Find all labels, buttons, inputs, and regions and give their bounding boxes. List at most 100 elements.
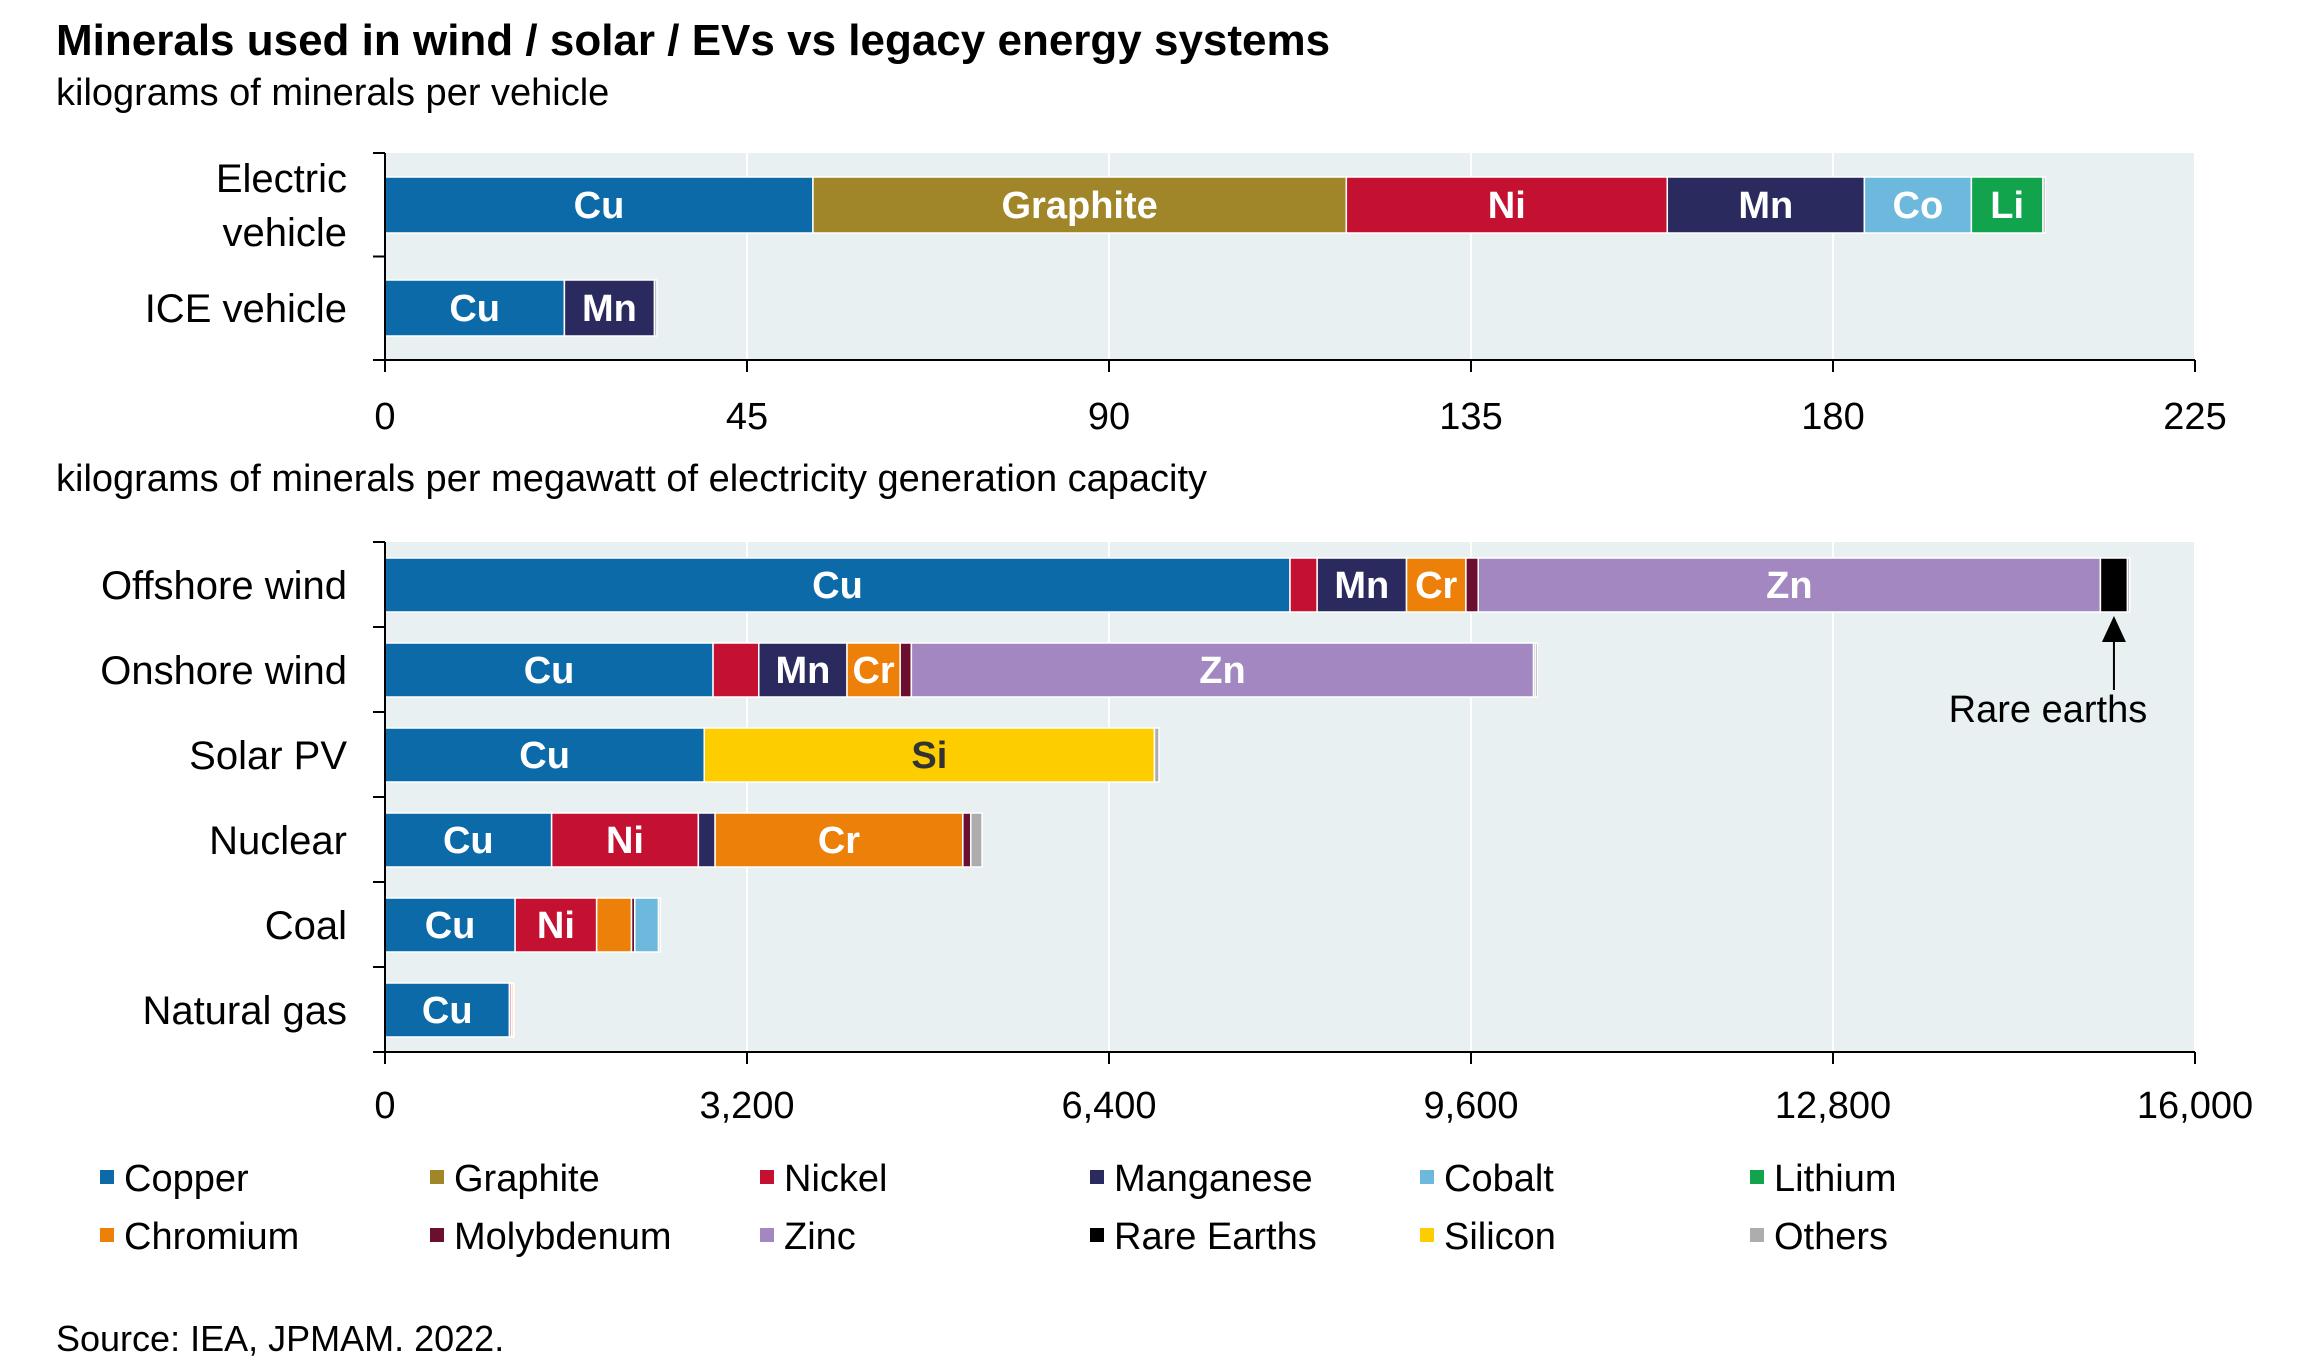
x-tick-label: 90 xyxy=(1088,396,1130,438)
bar-nuclear-chromium xyxy=(714,812,964,868)
bar-onshore-wind-nickel xyxy=(712,642,760,698)
bar-nuclear-manganese xyxy=(697,812,716,868)
legend-label: Rare Earths xyxy=(1114,1216,1317,1258)
bar-electric-vehicle-cobalt xyxy=(1863,176,1973,234)
legend-swatch xyxy=(430,1228,444,1242)
bar-solar-pv-others xyxy=(1153,727,1160,783)
category-label-electric-vehicle: Electric xyxy=(216,157,347,201)
bar-label-onshore-wind-copper: Cu xyxy=(524,650,575,692)
legend-label: Lithium xyxy=(1774,1158,1897,1200)
x-tick-label: 0 xyxy=(374,1085,395,1127)
bar-solar-pv-silicon xyxy=(703,727,1156,783)
legend-label: Zinc xyxy=(784,1216,856,1258)
x-tick-label: 0 xyxy=(374,396,395,438)
legend-label: Nickel xyxy=(784,1158,888,1200)
x-tick-label: 180 xyxy=(1801,396,1864,438)
legend-label: Silicon xyxy=(1444,1216,1556,1258)
bar-label-electric-vehicle-lithium: Li xyxy=(1990,185,2024,227)
x-tick-label: 3,200 xyxy=(699,1085,794,1127)
bar-onshore-wind-copper xyxy=(384,642,714,698)
category-label-natural-gas: Natural gas xyxy=(142,989,347,1033)
bar-label-electric-vehicle-copper: Cu xyxy=(574,185,625,227)
legend-swatch xyxy=(1090,1170,1104,1184)
bar-coal-cobalt xyxy=(634,897,660,953)
bar-label-nuclear-copper: Cu xyxy=(443,820,494,862)
x-tick-label: 225 xyxy=(2163,396,2226,438)
bar-label-onshore-wind-manganese: Mn xyxy=(775,650,830,692)
bar-label-onshore-wind-zinc: Zn xyxy=(1199,650,1245,692)
category-label-nuclear: Nuclear xyxy=(209,819,347,863)
legend-label: Cobalt xyxy=(1444,1158,1554,1200)
bar-onshore-wind-others xyxy=(1534,642,1539,698)
bar-electric-vehicle-graphite xyxy=(812,176,1348,234)
legend-swatch xyxy=(760,1228,774,1242)
legend-label: Graphite xyxy=(454,1158,600,1200)
bar-label-onshore-wind-chromium: Cr xyxy=(852,650,894,692)
bar-offshore-wind-others xyxy=(2126,557,2131,613)
bar-onshore-wind-molybdenum xyxy=(899,642,913,698)
x-tick-label: 6,400 xyxy=(1061,1085,1156,1127)
legend-swatch xyxy=(1750,1228,1764,1242)
bar-offshore-wind-manganese xyxy=(1316,557,1408,613)
source-note: Source: IEA, JPMAM. 2022. xyxy=(56,1318,505,1359)
legend-label: Molybdenum xyxy=(454,1216,672,1258)
bar-offshore-wind-nickel xyxy=(1289,557,1318,613)
bar-label-electric-vehicle-graphite: Graphite xyxy=(1002,185,1158,227)
bar-offshore-wind-molybdenum xyxy=(1465,557,1479,613)
bar-label-coal-copper: Cu xyxy=(425,905,476,947)
bar-natural-gas-copper xyxy=(384,982,511,1038)
chart-vehicles: Cu Graphite Ni Mn Co Li Cu Mn 0 45 90 135 180 225 Elec… xyxy=(145,152,2227,438)
chart-title: Minerals used in wind / solar / EVs vs l… xyxy=(56,16,1331,65)
annotation-arrow-head xyxy=(2101,616,2126,642)
bar-label-electric-vehicle-manganese: Mn xyxy=(1738,185,1793,227)
legend-swatch xyxy=(430,1170,444,1184)
power-chart-subtitle: kilograms of minerals per megawatt of el… xyxy=(56,458,1208,500)
x-tick-label: 135 xyxy=(1439,396,1502,438)
legend-label: Manganese xyxy=(1114,1158,1313,1200)
category-label-offshore-wind: Offshore wind xyxy=(101,564,347,608)
bar-electric-vehicle-manganese xyxy=(1666,176,1866,234)
bar-label-offshore-wind-copper: Cu xyxy=(812,565,863,607)
bar-coal-others xyxy=(657,897,662,953)
category-label-onshore-wind: Onshore wind xyxy=(100,649,347,693)
x-tick-label: 12,800 xyxy=(1775,1085,1891,1127)
category-label-ice-vehicle: ICE vehicle xyxy=(145,287,347,331)
x-tick-label: 16,000 xyxy=(2137,1085,2253,1127)
bar-onshore-wind-zinc xyxy=(910,642,1535,698)
x-tick-label: 9,600 xyxy=(1423,1085,1518,1127)
bar-ice-vehicle-others xyxy=(653,279,658,337)
bar-electric-vehicle-lithium xyxy=(1970,176,2044,234)
bar-label-nuclear-chromium: Cr xyxy=(818,820,860,862)
bar-label-ice-vehicle-manganese: Mn xyxy=(582,288,637,330)
bar-nuclear-molybdenum xyxy=(962,812,972,868)
legend-swatch xyxy=(1420,1228,1434,1242)
bar-natural-gas-others xyxy=(512,982,515,1038)
bar-label-solar-pv-silicon: Si xyxy=(911,735,947,777)
bar-onshore-wind-manganese xyxy=(758,642,848,698)
bar-solar-pv-copper xyxy=(384,727,705,783)
bar-label-solar-pv-copper: Cu xyxy=(519,735,570,777)
bar-label-electric-vehicle-nickel: Ni xyxy=(1488,185,1526,227)
bar-electric-vehicle-nickel xyxy=(1345,176,1669,234)
bar-label-ice-vehicle-copper: Cu xyxy=(449,288,500,330)
bar-label-coal-nickel: Ni xyxy=(537,905,575,947)
chart-generation: Cu Mn Cr Zn Cu Mn Cr Zn Cu Si Cu Ni Cr Cu Ni Cu 0 3,200 6,… xyxy=(100,541,2253,1127)
bar-nuclear-others xyxy=(970,812,983,868)
bar-label-offshore-wind-chromium: Cr xyxy=(1415,565,1457,607)
bar-label-natural-gas-copper: Cu xyxy=(422,990,473,1032)
bar-nuclear-nickel xyxy=(550,812,700,868)
bar-onshore-wind-chromium xyxy=(846,642,901,698)
legend-swatch xyxy=(1750,1170,1764,1184)
bar-ice-vehicle-manganese xyxy=(563,279,656,337)
legend-swatch xyxy=(100,1170,114,1184)
bar-ice-vehicle-copper xyxy=(384,279,566,337)
legend-swatch xyxy=(1420,1170,1434,1184)
plot-area xyxy=(385,542,2195,1052)
bar-label-offshore-wind-zinc: Zn xyxy=(1766,565,1812,607)
bar-coal-nickel xyxy=(514,897,598,953)
bar-label-nuclear-nickel: Ni xyxy=(606,820,644,862)
bar-electric-vehicle-others xyxy=(2042,176,2047,234)
bar-coal-chromium xyxy=(595,897,633,953)
category-label-solar-pv: Solar PV xyxy=(189,734,347,778)
